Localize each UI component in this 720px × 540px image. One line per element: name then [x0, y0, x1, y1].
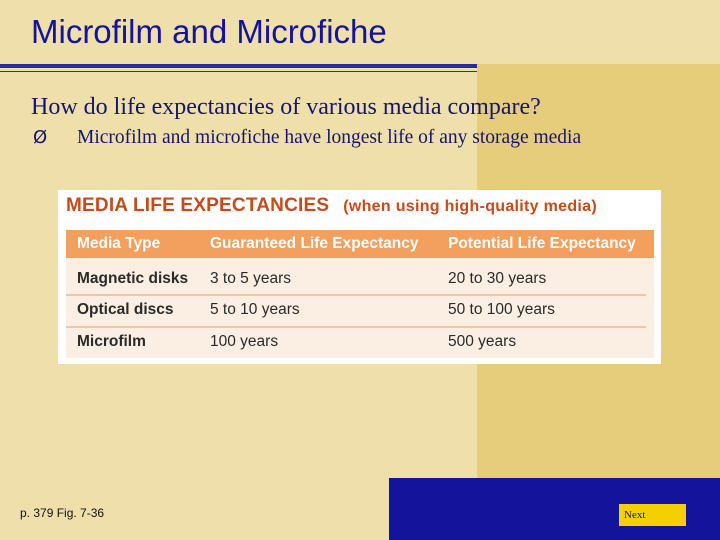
cell-media-type: Microfilm — [77, 333, 146, 350]
cell-guaranteed-life: 100 years — [210, 333, 279, 350]
row-divider — [66, 326, 646, 328]
title-rule-thin — [0, 71, 477, 72]
slide-title: Microfilm and Microfiche — [31, 13, 387, 50]
header-media-type: Media Type — [77, 235, 161, 252]
cell-media-type: Optical discs — [77, 301, 174, 318]
cell-potential-life: 500 years — [448, 333, 517, 350]
header-guaranteed-life: Guaranteed Life Expectancy — [210, 235, 419, 252]
header-potential-life: Potential Life Expectancy — [448, 235, 636, 252]
row-divider — [66, 294, 646, 296]
bullet-arrow-icon: Ø — [33, 127, 48, 148]
cell-guaranteed-life: 3 to 5 years — [210, 270, 291, 287]
cell-media-type: Magnetic disks — [77, 270, 189, 287]
life-expectancy-table: Media Type Guaranteed Life Expectancy Po… — [66, 230, 654, 358]
media-life-figure: MEDIA LIFE EXPECTANCIES (when using high-… — [58, 190, 661, 364]
cell-guaranteed-life: 5 to 10 years — [210, 301, 300, 318]
bullet-text: Microfilm and microfiche have longest li… — [77, 127, 582, 148]
next-button[interactable]: Next — [619, 504, 686, 526]
table-header-row: Media Type Guaranteed Life Expectancy Po… — [66, 230, 654, 258]
page-reference: p. 379 Fig. 7-36 — [20, 506, 105, 520]
title-rule-thick — [0, 64, 477, 68]
cell-potential-life: 20 to 30 years — [448, 270, 547, 287]
figure-title-main: MEDIA LIFE EXPECTANCIES — [66, 195, 330, 216]
slide-question: How do life expectancies of various medi… — [31, 94, 541, 120]
figure-subtitle: (when using high-quality media) — [343, 198, 597, 215]
cell-potential-life: 50 to 100 years — [448, 301, 555, 318]
figure-title: MEDIA LIFE EXPECTANCIES (when using high-… — [66, 195, 597, 217]
table-row: Magnetic disks 3 to 5 years 20 to 30 yea… — [66, 263, 654, 295]
table-row: Optical discs 5 to 10 years 50 to 100 ye… — [66, 294, 654, 326]
table-row: Microfilm 100 years 500 years — [66, 326, 654, 358]
